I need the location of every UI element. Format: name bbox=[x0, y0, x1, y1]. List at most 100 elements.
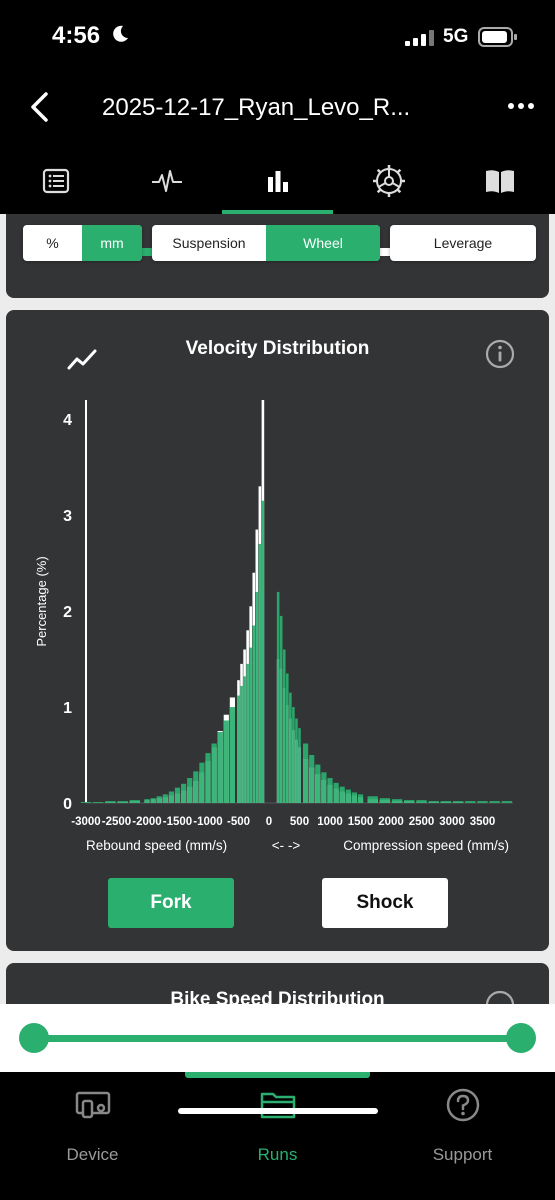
info-icon[interactable] bbox=[484, 989, 516, 1004]
slider-start-handle[interactable] bbox=[19, 1023, 49, 1053]
x-tick-label: 3000 bbox=[439, 816, 465, 828]
tab-histograms[interactable] bbox=[222, 150, 333, 212]
histogram-bar-fork bbox=[321, 772, 327, 803]
tab-travel[interactable] bbox=[111, 150, 222, 212]
histogram-bar-fork bbox=[162, 794, 168, 803]
histogram-bar-fork bbox=[357, 794, 364, 803]
nav-runs-label: Runs bbox=[257, 1145, 298, 1164]
x-axis-label-rebound: Rebound speed (mm/s) bbox=[86, 838, 227, 853]
folder-icon bbox=[260, 1092, 296, 1119]
scroll-content[interactable]: % mm Suspension Wheel Leverage Velocity … bbox=[0, 214, 555, 1004]
histogram-bar-fork bbox=[129, 800, 140, 803]
nav-support[interactable]: Support bbox=[370, 1086, 555, 1166]
histogram-bar-fork bbox=[205, 753, 211, 803]
x-tick-label: -2000 bbox=[132, 816, 161, 828]
book-icon bbox=[485, 170, 514, 193]
histogram-bar-fork bbox=[211, 743, 217, 803]
histogram-bar-fork bbox=[315, 764, 321, 803]
y-tick-label: 2 bbox=[63, 604, 72, 621]
histogram-bar-fork bbox=[80, 802, 92, 803]
histogram-bar-fork bbox=[168, 791, 174, 803]
x-axis-label-direction: <- -> bbox=[272, 838, 301, 853]
leverage-button[interactable]: Leverage bbox=[433, 235, 493, 251]
suspension-mode-button[interactable]: Suspension bbox=[172, 235, 246, 251]
y-axis-label: Percentage (%) bbox=[34, 556, 49, 646]
nav-device-label: Device bbox=[66, 1145, 119, 1164]
fork-button[interactable]: Fork bbox=[108, 878, 234, 928]
back-arrow-icon[interactable] bbox=[26, 90, 56, 124]
gear-wheel-icon bbox=[372, 165, 405, 197]
histogram-bar-fork bbox=[156, 796, 162, 803]
status-bar: 4:56 5G bbox=[0, 0, 555, 70]
histogram-bar-fork bbox=[223, 720, 229, 803]
bar-chart-icon bbox=[267, 171, 288, 192]
histogram-bar-fork bbox=[286, 673, 289, 803]
x-tick-label: -1000 bbox=[193, 816, 222, 828]
histogram-bar-fork bbox=[303, 743, 309, 803]
x-tick-label: -2500 bbox=[102, 816, 131, 828]
trend-line-icon[interactable] bbox=[66, 346, 98, 372]
nav-runs[interactable]: Runs bbox=[185, 1086, 370, 1166]
mode-toggle: Suspension Wheel bbox=[152, 225, 380, 261]
tab-setup[interactable] bbox=[333, 150, 444, 212]
histogram-bar-fork bbox=[351, 792, 357, 803]
unit-toggle: % mm bbox=[23, 225, 142, 261]
histogram-bar-fork bbox=[117, 801, 128, 803]
shock-button[interactable]: Shock bbox=[322, 878, 448, 928]
y-tick-label: 4 bbox=[63, 412, 72, 429]
histogram-bar-fork bbox=[345, 789, 351, 803]
histogram-bar-fork bbox=[489, 801, 500, 803]
slider-end-handle[interactable] bbox=[506, 1023, 536, 1053]
x-tick-label: 1500 bbox=[348, 816, 374, 828]
histogram-bar-fork bbox=[243, 676, 246, 803]
status-time: 4:56 bbox=[52, 22, 101, 49]
histogram-bar-fork bbox=[339, 786, 345, 803]
histogram-bar-fork bbox=[93, 802, 104, 803]
histogram-bar-fork bbox=[258, 543, 262, 803]
waveform-icon bbox=[151, 170, 182, 192]
histogram-bar-fork bbox=[465, 801, 476, 803]
wheel-mode-button[interactable]: Wheel bbox=[266, 225, 380, 261]
histogram-bar-fork bbox=[298, 728, 301, 803]
y-tick-label: 1 bbox=[63, 700, 72, 717]
histogram-bar-fork bbox=[249, 647, 252, 803]
active-tab-indicator bbox=[222, 210, 333, 214]
histogram-bar-fork bbox=[181, 783, 187, 803]
histogram-bar-fork bbox=[105, 801, 116, 803]
histogram-bar-fork bbox=[255, 591, 259, 803]
nav-device[interactable]: Device bbox=[0, 1086, 185, 1166]
mm-unit-button[interactable]: mm bbox=[82, 225, 142, 261]
histogram-bar-fork bbox=[416, 800, 427, 803]
app-header: 2025-12-17_Ryan_Levo_R... bbox=[0, 78, 555, 138]
histogram-bar-fork bbox=[217, 731, 223, 803]
histogram-bar-fork bbox=[379, 798, 391, 803]
help-icon bbox=[446, 1088, 480, 1122]
info-icon[interactable] bbox=[484, 338, 516, 370]
chart-title: Velocity Distribution bbox=[185, 338, 370, 359]
histogram-bar-fork bbox=[279, 615, 283, 803]
histogram-bar-fork bbox=[199, 762, 205, 803]
list-icon bbox=[42, 168, 69, 194]
battery-icon bbox=[478, 27, 517, 47]
x-tick-label: 0 bbox=[266, 816, 272, 828]
home-indicator bbox=[178, 1108, 378, 1114]
histogram-bar-fork bbox=[276, 591, 280, 803]
x-tick-label: 3500 bbox=[470, 816, 496, 828]
x-axis-label-compression: Compression speed (mm/s) bbox=[343, 838, 509, 853]
tab-notes[interactable] bbox=[444, 150, 555, 212]
slider-track[interactable] bbox=[34, 1035, 520, 1042]
active-nav-indicator bbox=[185, 1072, 370, 1078]
histogram-bar-fork bbox=[333, 782, 339, 803]
tab-summary[interactable] bbox=[0, 150, 111, 212]
x-tick-label: 500 bbox=[290, 816, 309, 828]
y-tick-label: 3 bbox=[63, 508, 72, 525]
histogram-bar-fork bbox=[404, 800, 415, 803]
percent-unit-button[interactable]: % bbox=[46, 235, 59, 251]
x-tick-label: 2000 bbox=[378, 816, 404, 828]
histogram-bar-fork bbox=[367, 796, 378, 803]
more-options-icon[interactable] bbox=[505, 94, 539, 118]
previous-shock-button[interactable] bbox=[322, 248, 448, 256]
histogram-bar-fork bbox=[261, 500, 265, 803]
histogram-bar-fork bbox=[237, 695, 240, 803]
